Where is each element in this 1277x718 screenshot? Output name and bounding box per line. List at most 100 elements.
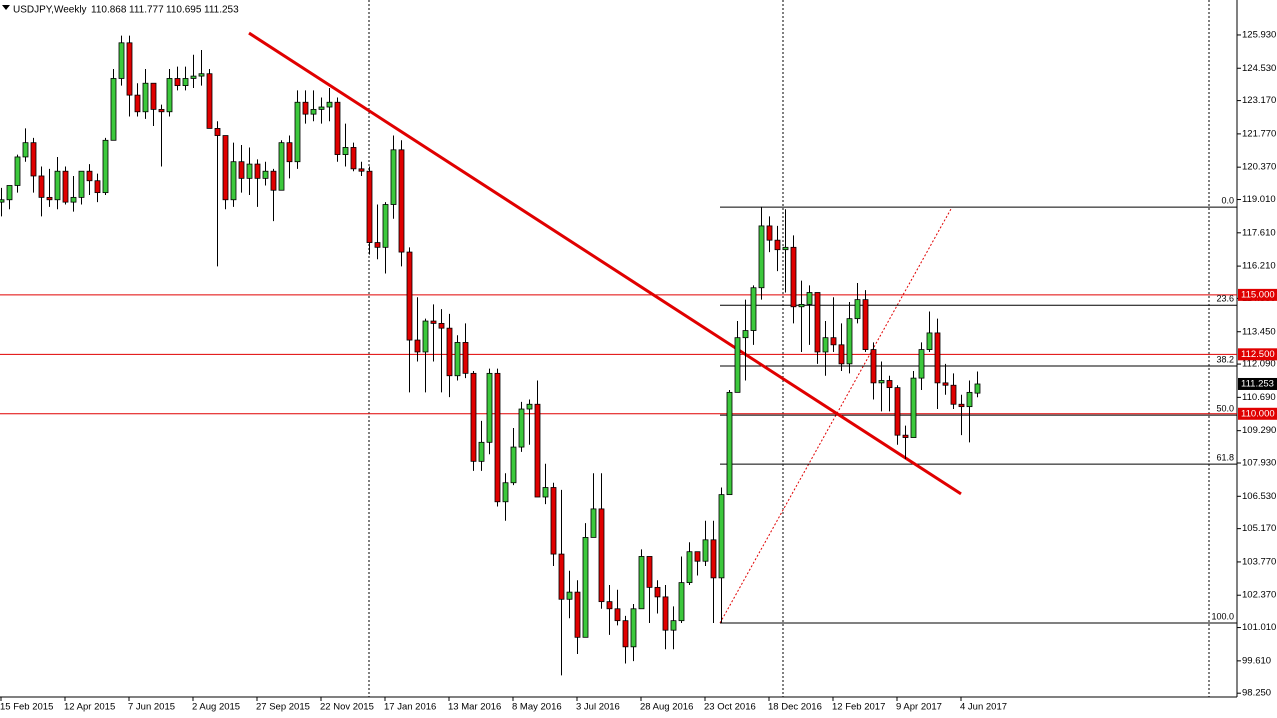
level-price-label: 112.500 — [1241, 349, 1275, 360]
y-tick-label: 123.170 — [1242, 95, 1276, 106]
candle-body — [662, 596, 669, 631]
candle-body — [446, 327, 453, 377]
level-price-label: 115.000 — [1241, 289, 1275, 300]
candle-body — [214, 128, 221, 136]
candle-body — [742, 330, 749, 339]
candle-body — [230, 161, 237, 201]
candle-body — [198, 73, 205, 77]
candle-body — [598, 508, 605, 603]
low-value: 110.695 — [166, 5, 202, 16]
candle-body — [454, 342, 461, 377]
candle-body — [238, 161, 245, 179]
candle-body — [782, 246, 789, 251]
y-tick-label: 99.610 — [1242, 655, 1271, 666]
y-tick-label: 98.250 — [1242, 688, 1271, 699]
y-tick-label: 106.530 — [1242, 491, 1276, 502]
candle-body — [406, 251, 413, 341]
candle-body — [886, 380, 893, 389]
candle-body — [606, 601, 613, 610]
current-price-box — [1238, 377, 1277, 390]
candle-body — [614, 608, 621, 622]
candle-body — [30, 142, 37, 177]
candle-body — [270, 170, 277, 191]
candle-body — [942, 382, 949, 386]
candle-body — [566, 591, 573, 600]
candle-body — [934, 332, 941, 384]
candle-body — [878, 380, 885, 384]
candle-body — [926, 332, 933, 350]
candle-body — [134, 94, 141, 113]
candle-body — [686, 551, 693, 584]
x-tick-label: 12 Feb 2017 — [832, 702, 885, 713]
level-price-box — [1238, 407, 1277, 420]
candle-body — [190, 75, 197, 79]
x-tick-label: 4 Jun 2017 — [960, 702, 1007, 713]
x-tick-label: 17 Jan 2016 — [384, 702, 436, 713]
candle-body — [38, 175, 45, 198]
chart-title: USDJPY,Weekly — [13, 5, 87, 16]
candle-body — [166, 78, 173, 113]
candle-body — [694, 551, 701, 562]
trendline — [248, 31, 962, 496]
candle-body — [758, 225, 765, 289]
open-value: 110.868 — [91, 5, 127, 16]
candle-body — [494, 372, 501, 503]
candle-body — [70, 196, 77, 203]
level-price-box — [1238, 288, 1277, 301]
candle-body — [118, 42, 125, 79]
y-tick-label: 113.450 — [1242, 326, 1276, 337]
x-tick-label: 18 Dec 2016 — [768, 702, 822, 713]
candle-body — [710, 539, 717, 579]
candle-body — [438, 323, 445, 329]
candle-body — [774, 239, 781, 251]
candle-body — [790, 246, 797, 308]
fib-label: 38.2 — [1216, 354, 1234, 364]
candle-body — [54, 170, 61, 201]
candle-body — [78, 170, 85, 198]
candle-body — [582, 537, 589, 638]
candle-body — [398, 149, 405, 253]
candle-body — [86, 170, 93, 182]
candle-body — [526, 403, 533, 410]
candle-body — [798, 303, 805, 308]
candle-body — [334, 101, 341, 155]
candle-body — [174, 78, 181, 87]
candle-body — [182, 78, 189, 87]
candle-body — [486, 372, 493, 443]
candle-body — [590, 508, 597, 538]
x-tick-label: 28 Aug 2016 — [640, 702, 693, 713]
candle-body — [430, 320, 437, 324]
candle-body — [358, 168, 365, 172]
candle-body — [46, 196, 53, 201]
candle-body — [622, 620, 629, 648]
candle-body — [958, 403, 965, 408]
candle-body — [750, 287, 757, 331]
candle-body — [254, 163, 261, 179]
x-tick-label: 8 May 2016 — [512, 702, 562, 713]
x-tick-label: 23 Oct 2016 — [704, 702, 756, 713]
candle-body — [302, 101, 309, 115]
candle-body — [14, 156, 21, 186]
fib-label: 50.0 — [1216, 403, 1234, 413]
candle-body — [830, 337, 837, 346]
candle-body — [246, 163, 253, 179]
candle-body — [470, 372, 477, 462]
y-tick-label: 105.170 — [1242, 523, 1276, 534]
candle-body — [966, 391, 973, 408]
candle-body — [422, 320, 429, 353]
candle-body — [654, 586, 661, 598]
candle-body — [678, 582, 685, 622]
candle-body — [502, 482, 509, 503]
x-tick-label: 7 Jun 2015 — [128, 702, 175, 713]
candle-body — [342, 147, 349, 155]
candle-body — [862, 299, 869, 350]
candle-body — [670, 620, 677, 631]
candle-body — [22, 142, 29, 158]
candle-body — [974, 383, 981, 394]
candle-body — [0, 199, 5, 203]
candle-body — [102, 139, 109, 194]
candle-body — [734, 337, 741, 393]
candle-body — [414, 339, 421, 353]
candle-body — [326, 101, 333, 108]
